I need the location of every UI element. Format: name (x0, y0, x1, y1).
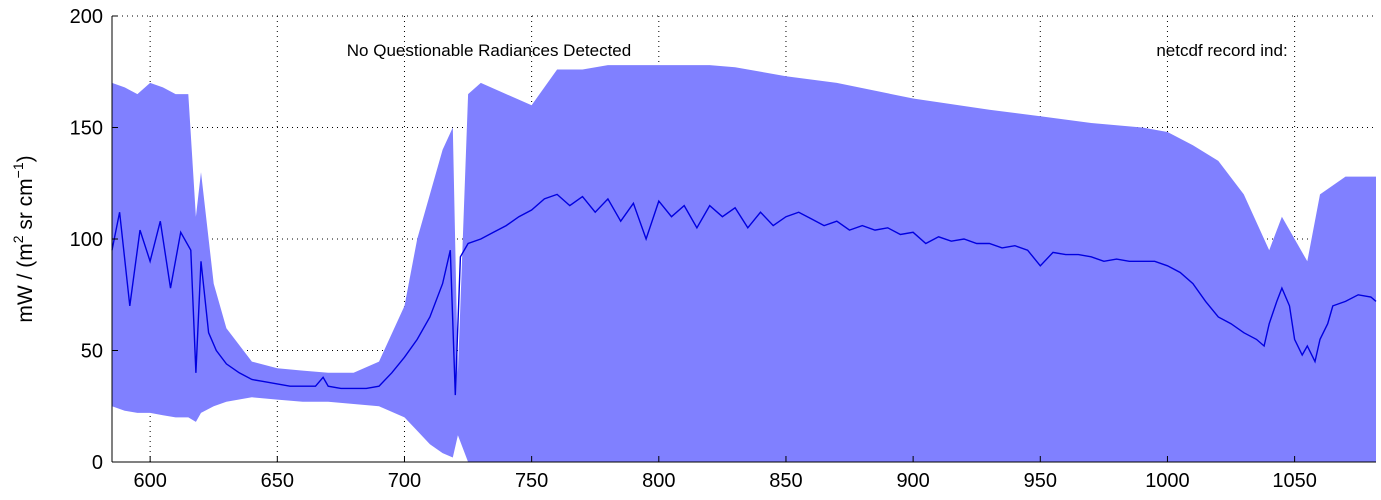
tick-labels: 600 650 700 750 800 850 900 950 1000 1050 0 50 100 15… (70, 6, 1317, 492)
x-tick-label: 850 (769, 470, 802, 492)
annotation-left: No Questionable Radiances Detected (347, 41, 631, 60)
x-tick-label: 900 (896, 470, 929, 492)
y-axis-label: mW / (m2 sr cm−1) (10, 155, 37, 322)
y-label-mid: sr cm (14, 178, 37, 235)
annotation-right: netcdf record ind: (1156, 41, 1287, 60)
x-tick-label: 600 (133, 470, 166, 492)
x-tick-label: 950 (1024, 470, 1057, 492)
mean-radiance-line (111, 193, 1377, 396)
y-tick-label: 150 (70, 118, 103, 140)
y-tick-label: 200 (70, 6, 103, 28)
x-tick-label: 1050 (1272, 470, 1317, 492)
x-tick-label: 650 (261, 470, 294, 492)
x-tick-label: 750 (515, 470, 548, 492)
grid-lines (112, 15, 1376, 462)
y-label-sup2: −1 (10, 162, 26, 178)
x-tick-label: 800 (642, 470, 675, 492)
y-tick-label: 50 (81, 341, 103, 363)
radiance-band-group (112, 65, 1376, 462)
y-tick-label: 100 (70, 229, 103, 251)
y-tick-label: 0 (92, 452, 103, 474)
y-label-sup1: 2 (10, 235, 26, 243)
series-group (111, 193, 1377, 396)
radiance-band (112, 65, 1376, 462)
x-tick-label: 700 (388, 470, 421, 492)
x-tick-label: 1000 (1145, 470, 1190, 492)
y-label-pre: mW / (m (14, 243, 37, 322)
axes (111, 15, 1376, 463)
y-label-post: ) (14, 155, 37, 162)
